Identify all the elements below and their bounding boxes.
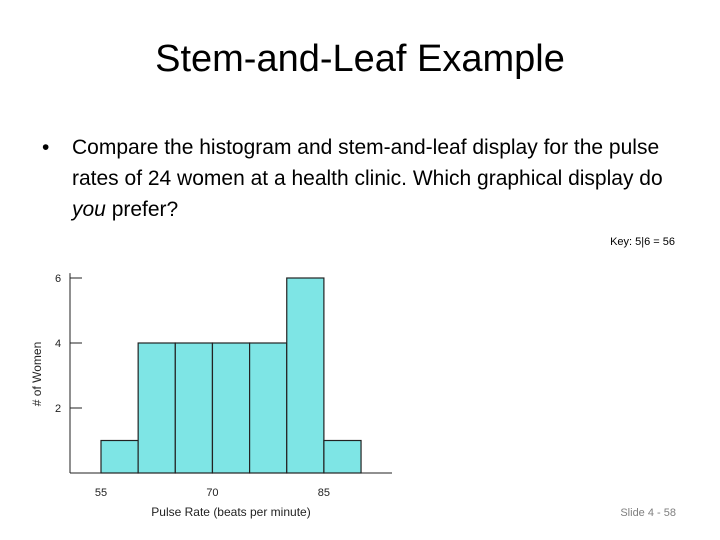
histogram-bars: [100, 277, 362, 474]
histogram-bar-6: [286, 277, 325, 474]
bullet-emphasis: you: [72, 198, 106, 221]
slide-number: Slide 4 - 58: [620, 507, 676, 519]
bullet-text-end: prefer?: [105, 198, 179, 221]
histogram-axes: [69, 273, 392, 474]
histogram-bar-3: [174, 342, 214, 474]
histogram-bar-4: [211, 342, 251, 474]
y-tick-label-6: 6: [55, 273, 61, 285]
histogram-labels: 2 4 6 55 70 85 Pulse Rate (beats per minute) # …: [30, 273, 330, 519]
y-axis-title: # of Women: [30, 342, 44, 406]
bullet-text: Compare the histogram and stem-and-leaf …: [72, 132, 682, 225]
stem-leaf-key: Key: 5|6 = 56: [610, 236, 675, 248]
x-tick-label-70: 70: [206, 487, 218, 499]
bullet-text-start: Compare the histogram and stem-and-leaf …: [72, 136, 663, 190]
bullet-point: • Compare the histogram and stem-and-lea…: [42, 132, 682, 225]
x-axis-title: Pulse Rate (beats per minute): [151, 505, 310, 519]
histogram-bar-7: [323, 439, 362, 474]
bullet-symbol: •: [42, 136, 50, 159]
histogram-bar-5: [249, 342, 288, 474]
slide-title: Stem-and-Leaf Example: [155, 38, 565, 80]
y-tick-label-2: 2: [55, 403, 61, 415]
x-tick-label-85: 85: [318, 487, 330, 499]
y-tick-label-4: 4: [55, 338, 61, 350]
x-tick-label-55: 55: [95, 487, 107, 499]
histogram-bar-1: [100, 439, 139, 474]
histogram-bar-2: [137, 342, 176, 474]
